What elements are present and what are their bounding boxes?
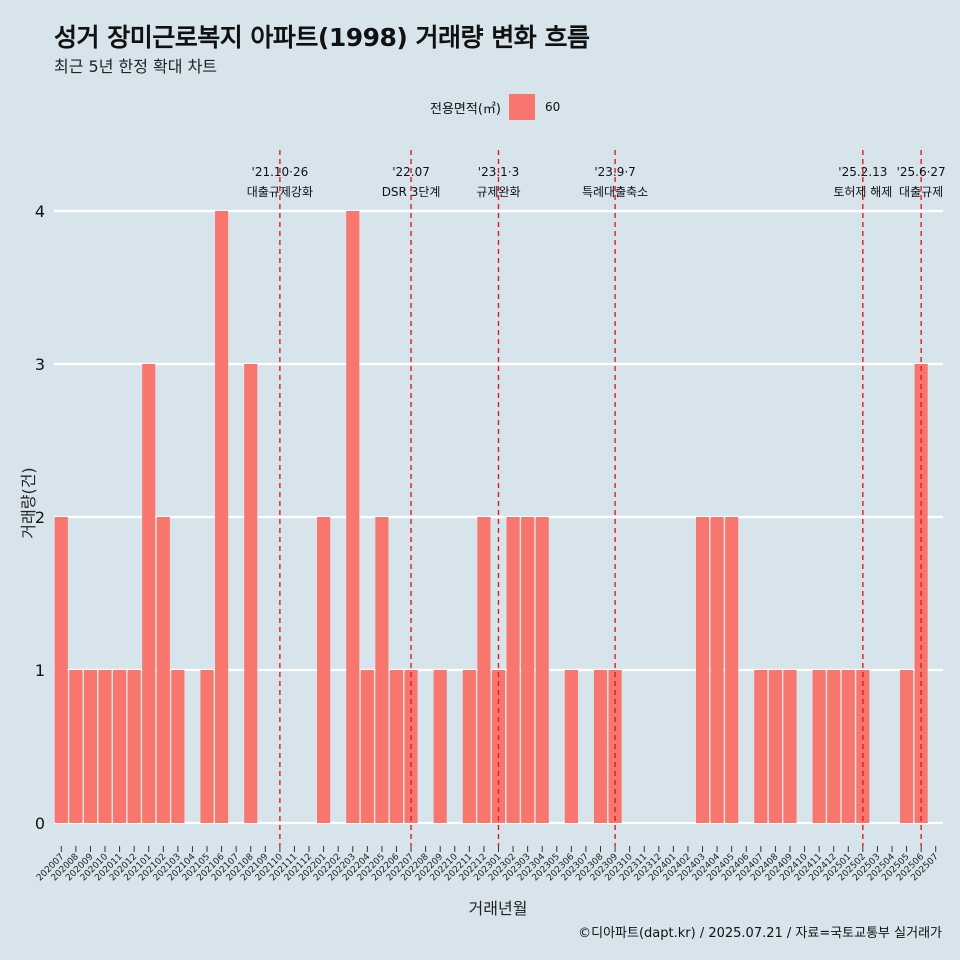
bar [215,211,229,823]
bar [462,670,476,823]
bars [54,211,928,823]
legend-label: 60 [544,100,561,114]
legend-swatch [508,94,535,120]
caption: ©디아파트(dapt.kr) / 2025.07.21 / 자료=국토교통부 실… [578,926,942,941]
annotation-label: 토허제 해제 [833,185,892,199]
bar [768,670,782,823]
annotation-date: '25.6·27 [897,165,946,179]
x-axis: 2020072020082020092020102020112020122021… [35,846,941,883]
annotation-label: 규제완화 [476,185,520,199]
bar [433,670,447,823]
bar [521,517,535,823]
bar [83,670,97,823]
bar [710,517,724,823]
y-axis-title: 거래량(건) [19,467,38,538]
bar [244,364,258,823]
bar [900,670,914,823]
bar [54,517,68,823]
annotation-date: '22.07 [392,165,430,179]
bar [360,670,374,823]
bar [783,670,797,823]
bar [725,517,739,823]
bar [113,670,127,823]
bar [695,517,710,823]
bar [375,517,389,823]
y-tick-label: 0 [35,814,45,833]
chart-title: 성거 장미근로복지 아파트(1998) 거래량 변화 흐름 [54,23,590,52]
legend-title: 전용면적(㎡) [430,101,501,117]
y-tick-label: 3 [35,355,45,374]
bar [841,670,855,823]
annotation-date: '23.9·7 [594,165,635,179]
annotation-label: 특례대출축소 [582,185,648,199]
bar [98,670,112,823]
annotation-label: DSR 3단계 [382,185,441,199]
bar [171,670,185,823]
bar [564,670,578,823]
bar [812,670,826,823]
annotation-date: '23.1·3 [478,165,519,179]
y-tick-label: 4 [35,202,45,221]
bar [69,670,83,823]
bar [754,670,768,823]
bar [827,670,841,823]
annotation-label: 대출규제 [899,185,943,199]
bar [506,517,520,823]
annotation-date: '21.10·26 [252,165,309,179]
annotation-label: 대출규제강화 [247,185,313,199]
annotation-date: '25.2.13 [838,165,887,179]
y-tick-label: 2 [35,508,45,527]
bar [535,517,549,823]
bar [317,517,331,823]
bar [346,211,360,823]
x-axis-title: 거래년월 [469,899,528,918]
y-axis: 0 1 2 3 4 [35,202,45,833]
annotation-lines: '21.10·26 대출규제강화 '22.07 DSR 3단계 '23.1·3 규제완화 '… [247,150,946,846]
legend: 전용면적(㎡) 60 [430,93,560,121]
bar [200,670,214,823]
bar [477,517,491,823]
chart-subtitle: 최근 5년 한정 확대 차트 [54,57,218,76]
bar [389,670,404,823]
bar [142,364,156,823]
bar [156,517,170,823]
bar [593,670,608,823]
bar [127,670,141,823]
y-tick-label: 1 [35,661,45,680]
